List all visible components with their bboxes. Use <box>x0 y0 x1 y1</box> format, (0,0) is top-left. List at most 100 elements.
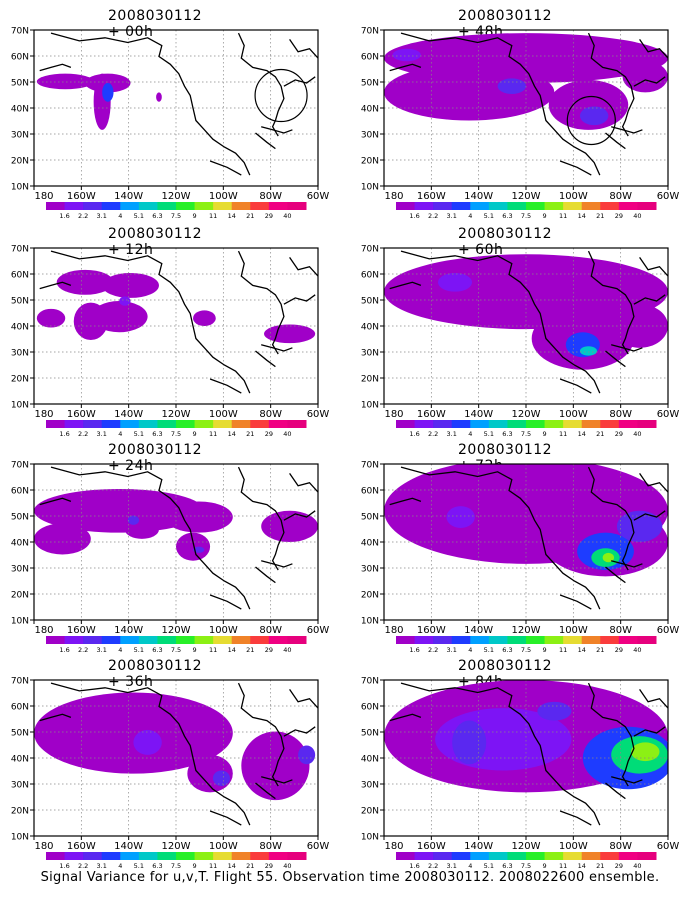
colorbar-swatch <box>488 636 508 644</box>
map-panel-6: 70N 60N 50N 40N 30N 20N 10N 180 160W 140W 120W 100W… <box>361 461 680 655</box>
variance-contour <box>34 523 91 555</box>
variance-contour <box>119 296 131 306</box>
lon-label: 140W <box>114 409 143 420</box>
colorbar-label: 21 <box>596 212 604 220</box>
colorbar-swatch <box>414 852 434 860</box>
colorbar-label: 1.6 <box>59 646 69 654</box>
colorbar-label: 2.2 <box>78 430 88 438</box>
lat-label: 40N <box>361 539 379 549</box>
lon-label: 140W <box>464 191 493 202</box>
colorbar-label: 5.1 <box>134 430 144 438</box>
colorbar-swatch <box>451 202 471 210</box>
lat-label: 70N <box>11 677 29 687</box>
variance-contour <box>36 73 94 90</box>
colorbar-label: 2.2 <box>428 862 438 870</box>
colorbar-label: 29 <box>615 430 623 438</box>
variance-contour <box>56 269 114 295</box>
lon-label: 180 <box>34 625 53 636</box>
lat-label: 60N <box>11 53 29 63</box>
colorbar-swatch <box>46 420 66 428</box>
colorbar-label: 4 <box>118 646 122 654</box>
lon-label: 60W <box>307 841 330 852</box>
lat-label: 50N <box>361 79 379 89</box>
coastline <box>255 566 276 584</box>
lat-label: 40N <box>11 105 29 115</box>
colorbar-swatch <box>396 852 416 860</box>
colorbar-swatch <box>213 636 233 644</box>
colorbar-swatch <box>287 202 307 210</box>
coastline <box>400 466 601 610</box>
colorbar-swatch <box>507 202 527 210</box>
colorbar-swatch <box>563 852 583 860</box>
lat-label: 60N <box>361 487 379 497</box>
colorbar-swatch <box>563 636 583 644</box>
colorbar-label: 14 <box>578 862 586 870</box>
coastline <box>559 594 592 610</box>
map-panel-3: 70N 60N 50N 40N 30N 20N 10N 180 160W 140W 120W 100W… <box>11 677 330 871</box>
colorbar-swatch <box>488 202 508 210</box>
lat-label: 70N <box>11 245 29 255</box>
lat-label: 40N <box>361 105 379 115</box>
map-panel-2: 70N 60N 50N 40N 30N 20N 10N 180 160W 140W 120W 100W… <box>11 461 330 655</box>
coastline <box>559 378 592 394</box>
coastline <box>39 63 72 72</box>
lat-label: 40N <box>361 323 379 333</box>
coastline <box>605 132 626 150</box>
colorbar-swatch <box>581 636 601 644</box>
coastline <box>261 560 293 568</box>
colorbar-label: 11 <box>559 430 567 438</box>
coastline <box>400 250 601 394</box>
lon-label: 100W <box>209 841 238 852</box>
colorbar-label: 21 <box>596 646 604 654</box>
variance-contour <box>384 64 555 121</box>
colorbar-swatch <box>83 202 103 210</box>
lon-label: 60W <box>657 191 680 202</box>
colorbar-label: 29 <box>615 646 623 654</box>
lat-label: 30N <box>361 781 379 791</box>
lon-label: 140W <box>114 625 143 636</box>
colorbar-label: 2.2 <box>428 212 438 220</box>
colorbar-label: 29 <box>265 646 273 654</box>
variance-contour <box>261 510 318 542</box>
colorbar-label: 29 <box>265 430 273 438</box>
variance-contour <box>176 532 211 561</box>
coastline <box>39 713 72 722</box>
coastline <box>261 344 293 352</box>
lat-label: 20N <box>361 375 379 385</box>
colorbar-label: 5.1 <box>134 646 144 654</box>
colorbar-label: 11 <box>209 862 217 870</box>
lon-label: 80W <box>609 841 632 852</box>
lon-label: 120W <box>162 409 191 420</box>
variance-contour <box>164 501 233 533</box>
colorbar-label: 7.5 <box>521 212 531 220</box>
lat-label: 30N <box>11 565 29 575</box>
colorbar-label: 21 <box>596 430 604 438</box>
coastline <box>39 497 72 506</box>
colorbar-label: 11 <box>559 212 567 220</box>
colorbar-swatch <box>581 420 601 428</box>
lat-label: 30N <box>361 565 379 575</box>
panel-title: 2008030112 + 60h <box>458 226 553 258</box>
lon-label: 160W <box>417 191 446 202</box>
colorbar-label: 14 <box>578 430 586 438</box>
lat-label: 60N <box>361 53 379 63</box>
variance-contour <box>579 106 609 126</box>
colorbar-label: 3.1 <box>447 212 457 220</box>
lon-label: 120W <box>162 625 191 636</box>
colorbar-swatch <box>176 852 196 860</box>
lat-label: 10N <box>361 833 379 843</box>
colorbar-label: 11 <box>209 646 217 654</box>
coastline <box>261 776 293 784</box>
lon-label: 80W <box>609 191 632 202</box>
coastline <box>39 281 72 290</box>
colorbar-label: 7.5 <box>521 862 531 870</box>
colorbar-swatch <box>470 636 490 644</box>
variance-contour <box>156 92 162 102</box>
colorbar-label: 14 <box>228 862 236 870</box>
colorbar-swatch <box>618 420 638 428</box>
colorbar-swatch <box>46 202 66 210</box>
colorbar-swatch <box>176 420 196 428</box>
variance-contour <box>212 770 230 787</box>
coastline <box>587 466 635 571</box>
colorbar-swatch <box>287 636 307 644</box>
